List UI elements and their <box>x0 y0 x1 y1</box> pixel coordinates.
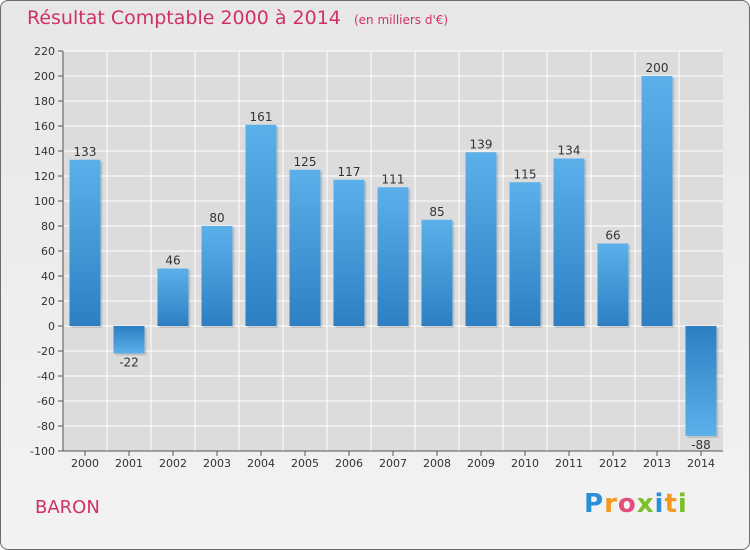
logo-letter: r <box>604 489 618 519</box>
x-tick-label: 2013 <box>643 457 671 470</box>
title-row: Résultat Comptable 2000 à 2014 (en milli… <box>27 7 448 29</box>
x-tick-label: 2007 <box>379 457 407 470</box>
y-tick-label: 160 <box>34 120 55 133</box>
x-tick-label: 2011 <box>555 457 583 470</box>
y-tick-label: 180 <box>34 95 55 108</box>
x-tick-label: 2005 <box>291 457 319 470</box>
data-label: 139 <box>470 137 493 151</box>
x-tick-label: 2004 <box>247 457 275 470</box>
data-label: 85 <box>429 205 444 219</box>
bar <box>289 169 321 326</box>
x-tick-label: 2008 <box>423 457 451 470</box>
data-label: -88 <box>691 438 711 452</box>
data-label: 80 <box>209 211 224 225</box>
bar <box>113 326 145 354</box>
y-tick-label: 220 <box>34 45 55 58</box>
x-tick-label: 2001 <box>115 457 143 470</box>
proxiti-logo: Proxiti <box>584 489 688 519</box>
logo-letter: i <box>654 489 665 519</box>
logo-letter: o <box>617 489 637 519</box>
y-tick-label: 120 <box>34 170 55 183</box>
bar <box>509 182 541 326</box>
x-tick-label: 2012 <box>599 457 627 470</box>
data-label: 111 <box>382 172 405 186</box>
y-tick-label: 20 <box>41 295 55 308</box>
y-tick-label: 60 <box>41 245 55 258</box>
logo-letter: t <box>664 489 678 519</box>
y-tick-label: 140 <box>34 145 55 158</box>
data-label: 117 <box>338 165 361 179</box>
data-label: 125 <box>294 155 317 169</box>
bar <box>465 152 497 326</box>
bar <box>597 243 629 326</box>
chart-unit: (en milliers d'€) <box>353 13 449 27</box>
y-tick-label: 0 <box>48 320 55 333</box>
bar <box>69 159 101 326</box>
x-tick-label: 2006 <box>335 457 363 470</box>
data-label: 161 <box>250 110 273 124</box>
y-tick-label: -20 <box>37 345 55 358</box>
x-tick-label: 2003 <box>203 457 231 470</box>
logo-letter: P <box>584 489 605 519</box>
bar <box>333 179 365 326</box>
data-label: -22 <box>119 356 139 370</box>
chart-title: Résultat Comptable 2000 à 2014 <box>27 7 341 29</box>
y-tick-label: -60 <box>37 395 55 408</box>
bar <box>201 226 233 326</box>
y-tick-label: 100 <box>34 195 55 208</box>
y-tick-label: 80 <box>41 220 55 233</box>
data-label: 66 <box>605 229 620 243</box>
data-label: 46 <box>165 254 180 268</box>
data-label: 133 <box>74 145 97 159</box>
y-tick-label: -80 <box>37 420 55 433</box>
logo-letter: i <box>677 489 688 519</box>
bar <box>421 219 453 326</box>
x-tick-label: 2002 <box>159 457 187 470</box>
y-tick-label: -100 <box>30 445 55 458</box>
bar <box>245 124 277 326</box>
x-tick-label: 2010 <box>511 457 539 470</box>
bar <box>685 326 717 436</box>
bar <box>641 76 673 326</box>
bar <box>157 268 189 326</box>
commune-name: BARON <box>35 497 100 518</box>
y-tick-label: 40 <box>41 270 55 283</box>
x-tick-label: 2009 <box>467 457 495 470</box>
data-label: 200 <box>646 61 669 75</box>
x-tick-label: 2014 <box>687 457 715 470</box>
data-label: 115 <box>514 167 537 181</box>
y-tick-label: -40 <box>37 370 55 383</box>
bar <box>553 158 585 326</box>
bar <box>377 187 409 326</box>
logo-letter: x <box>636 489 655 519</box>
y-tick-label: 200 <box>34 70 55 83</box>
data-label: 134 <box>558 144 581 158</box>
x-tick-label: 2000 <box>71 457 99 470</box>
